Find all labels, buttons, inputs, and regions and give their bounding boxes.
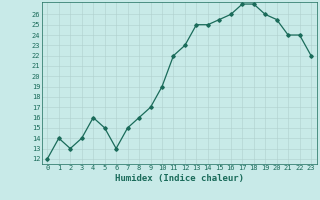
X-axis label: Humidex (Indice chaleur): Humidex (Indice chaleur): [115, 174, 244, 183]
